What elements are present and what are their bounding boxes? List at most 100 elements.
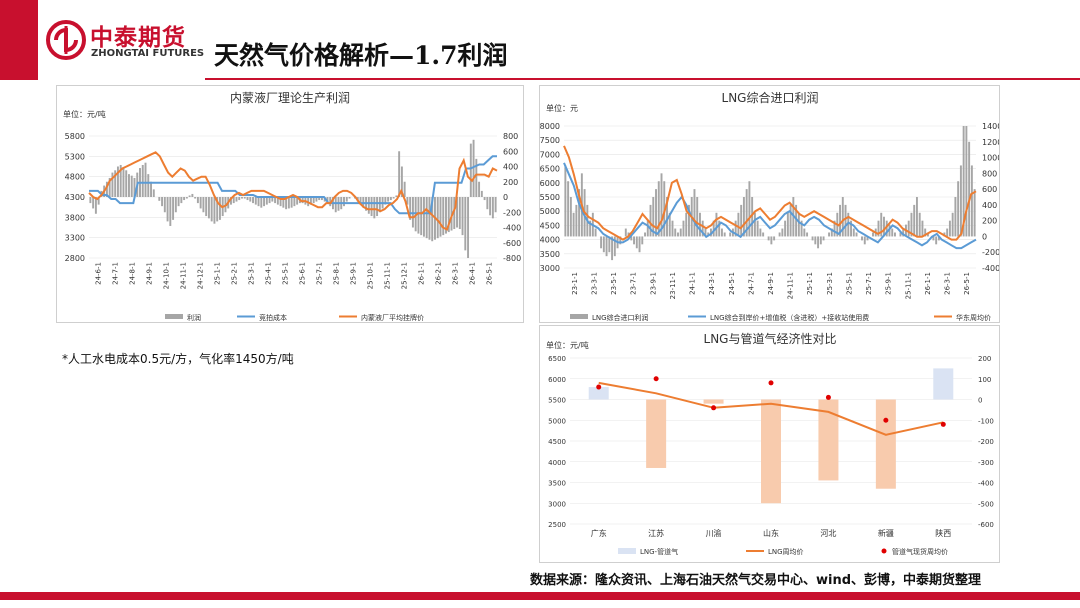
chart-unit-label: 单位：元/吨 [546, 340, 589, 350]
profit-bar [644, 232, 646, 237]
right-tick-label: 100 [978, 376, 991, 384]
profit-bar [185, 197, 188, 199]
legend-swatch-dot [881, 548, 887, 554]
profit-bar [183, 197, 186, 201]
x-tick-label: 24-12-1 [197, 262, 205, 289]
x-tick-label: 25-7-1 [316, 262, 324, 285]
x-tick-label: 24-3-1 [708, 272, 716, 295]
title-divider [205, 78, 1080, 80]
category-label: 河北 [820, 528, 836, 538]
profit-bar [602, 236, 605, 253]
right-tick-label: -300 [978, 459, 994, 467]
profit-bar [268, 197, 271, 204]
profit-bar [915, 197, 918, 237]
profit-bar [830, 228, 833, 237]
left-tick-label: 4000 [540, 236, 560, 245]
profit-bar [841, 197, 844, 237]
profit-bar [301, 197, 304, 204]
left-tick-label: 5000 [540, 207, 560, 216]
profit-bar [196, 197, 199, 204]
lng-weekly-price-line [598, 381, 944, 436]
category-label: 广东 [591, 528, 607, 538]
legend-swatch-bar [570, 314, 588, 319]
profit-bar [819, 236, 822, 245]
legend-label: 管道气现货周均价 [892, 547, 948, 556]
profit-bar [564, 165, 567, 237]
profit-bar [207, 197, 210, 219]
x-tick-label: 24-8-1 [129, 262, 137, 285]
profit-bar [486, 197, 489, 210]
right-tick-label: -200 [982, 248, 999, 257]
profit-bar [254, 197, 257, 205]
profit-bar [271, 197, 274, 202]
profit-bar [885, 220, 888, 237]
profit-bar [450, 197, 453, 231]
profit-bar [163, 197, 166, 213]
profit-bar [246, 197, 249, 201]
profit-bar [406, 197, 409, 205]
profit-bar [784, 220, 787, 237]
profit-bar [589, 220, 592, 237]
profit-bar [384, 197, 387, 205]
x-tick-label: 26-5-1 [963, 272, 971, 295]
profit-bar [968, 141, 971, 237]
profit-bar [431, 197, 434, 242]
spread-bar [646, 399, 667, 468]
brand-accent-bar [0, 0, 38, 80]
profit-bar [657, 181, 660, 237]
left-tick-label: 5500 [540, 193, 560, 202]
legend-swatch-bar [165, 314, 183, 319]
cost-note: *人工水电成本0.5元/方，气化率1450方/吨 [62, 352, 294, 366]
profit-bar [456, 197, 458, 228]
left-tick-label: 5000 [548, 417, 566, 425]
profit-bar [712, 220, 715, 237]
profit-bar [951, 212, 954, 237]
series-line-2 [88, 151, 498, 231]
profit-bar [619, 236, 622, 245]
x-tick-label: 25-7-1 [865, 272, 873, 295]
profit-bar [359, 197, 362, 205]
pipeline-gas-price-dot [940, 421, 946, 427]
profit-bar [367, 197, 370, 214]
profit-bar [850, 220, 852, 237]
profit-bar [108, 177, 111, 197]
profit-bar [910, 212, 913, 237]
profit-bar [883, 216, 885, 237]
profit-bar [682, 220, 685, 237]
category-label: 川渝 [706, 528, 722, 538]
profit-bar [720, 228, 723, 237]
profit-bar [839, 204, 842, 237]
profit-bar [742, 197, 745, 237]
profit-bar [293, 197, 296, 207]
profit-bar [671, 220, 674, 237]
chart-unit-label: 单位：元/吨 [63, 109, 106, 119]
profit-bar [147, 174, 150, 197]
profit-bar [257, 197, 260, 207]
right-tick-label: 800 [503, 132, 518, 141]
x-tick-label: 26-5-1 [486, 262, 494, 285]
profit-bar [740, 204, 743, 237]
profit-bar [111, 172, 114, 197]
profit-bar [652, 197, 655, 237]
profit-bar [704, 228, 707, 237]
x-tick-label: 25-3-1 [826, 272, 834, 295]
x-tick-label: 24-6-1 [95, 262, 103, 285]
profit-bar [635, 236, 638, 249]
x-tick-label: 25-6-1 [299, 262, 307, 285]
profit-bar [745, 189, 748, 237]
legend-label: LNG综合到岸价+增值税（含进税）+接收站使用费 [710, 313, 869, 322]
profit-bar [174, 197, 177, 213]
profit-bar [218, 197, 221, 220]
profit-bar [646, 220, 649, 237]
x-tick-label: 25-8-1 [333, 262, 341, 285]
left-tick-label: 4000 [548, 459, 566, 467]
profit-bar [965, 126, 968, 237]
profit-bar [241, 197, 243, 199]
right-tick-label: -200 [503, 208, 521, 217]
profit-bar [464, 197, 467, 251]
category-label: 山东 [763, 528, 779, 538]
profit-bar [116, 166, 119, 197]
right-tick-label: 800 [982, 169, 997, 178]
profit-bar [677, 232, 679, 237]
profit-bar [180, 197, 183, 204]
